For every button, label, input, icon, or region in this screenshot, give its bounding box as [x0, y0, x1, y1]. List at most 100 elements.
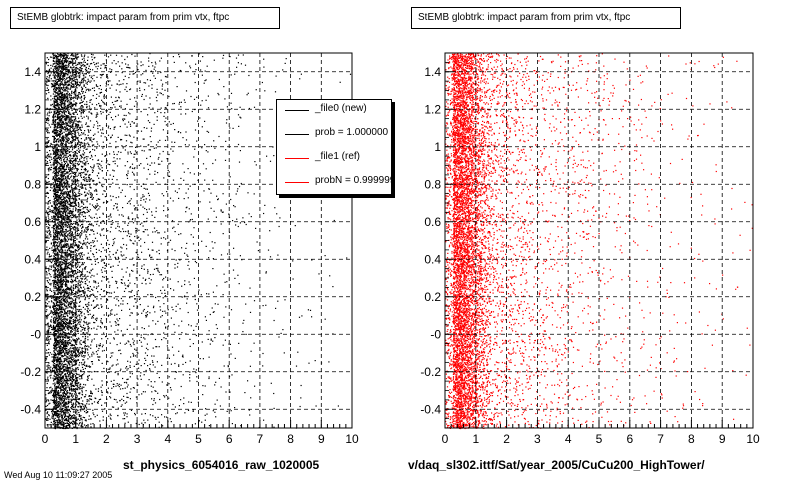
data-point [207, 95, 209, 97]
data-point [116, 203, 118, 205]
data-point [64, 241, 66, 243]
data-point [125, 114, 127, 117]
data-point [71, 78, 73, 80]
data-point [71, 312, 73, 314]
data-point [61, 415, 63, 417]
data-point [59, 158, 61, 161]
data-point [157, 320, 159, 322]
data-point [86, 148, 88, 150]
data-point [61, 353, 63, 355]
data-point [62, 245, 64, 247]
data-point [220, 223, 222, 225]
data-point [176, 86, 178, 88]
data-point [66, 406, 68, 408]
data-point [83, 162, 86, 164]
data-point [84, 384, 87, 386]
data-point [81, 326, 83, 328]
data-point [79, 129, 82, 131]
data-point [53, 292, 56, 294]
data-point [134, 150, 137, 152]
data-point [230, 353, 232, 355]
data-point [87, 284, 89, 287]
data-point [103, 234, 105, 236]
data-point [95, 213, 97, 215]
data-point [54, 86, 56, 88]
data-point [56, 283, 58, 285]
data-point [70, 97, 72, 99]
data-point [51, 388, 53, 390]
data-point [70, 185, 72, 187]
data-point [130, 345, 132, 347]
data-point [157, 270, 159, 272]
data-point [170, 317, 172, 319]
data-point [56, 210, 58, 212]
data-point [127, 224, 129, 226]
data-point [93, 165, 95, 168]
data-point [47, 186, 49, 189]
data-point [98, 167, 100, 169]
data-point [55, 264, 57, 266]
data-point [53, 395, 55, 398]
data-point [104, 270, 106, 272]
data-point [83, 294, 85, 296]
data-point [66, 254, 68, 256]
data-point [212, 162, 214, 165]
data-point [103, 102, 105, 104]
data-point [155, 210, 157, 213]
data-point [63, 260, 65, 262]
data-point [79, 73, 81, 75]
data-point [68, 110, 70, 112]
data-point [83, 355, 85, 357]
data-point [60, 349, 62, 352]
data-point [66, 157, 68, 159]
data-point [71, 406, 73, 408]
data-point [47, 322, 49, 324]
data-point [84, 178, 86, 180]
data-point [73, 315, 75, 317]
data-point [72, 58, 74, 60]
data-point [56, 324, 58, 326]
data-point [50, 369, 52, 372]
data-point [83, 327, 86, 329]
data-point [77, 389, 79, 391]
data-point [60, 226, 62, 228]
data-point [53, 279, 55, 281]
data-point [73, 140, 75, 142]
data-point [51, 205, 54, 207]
data-point [62, 208, 64, 210]
data-point [75, 399, 77, 401]
data-point [75, 195, 77, 198]
data-point [70, 399, 73, 402]
data-point [45, 359, 47, 361]
data-point [75, 377, 78, 379]
data-point [84, 396, 86, 398]
data-point [238, 342, 240, 344]
data-point [140, 372, 142, 374]
data-point [66, 377, 68, 379]
data-point [90, 216, 92, 218]
data-point [103, 63, 105, 65]
data-point [51, 187, 53, 189]
data-point [55, 56, 57, 58]
data-point [56, 204, 58, 206]
data-point [47, 329, 49, 331]
data-point [62, 326, 64, 328]
data-point [204, 316, 206, 318]
data-point [67, 193, 70, 195]
left-plot-title: StEMB globtrk: impact param from prim vt… [10, 7, 280, 29]
data-point [46, 76, 48, 78]
data-point [59, 144, 61, 146]
data-point [218, 94, 220, 96]
data-point [164, 323, 166, 325]
data-point [57, 195, 59, 197]
data-point [46, 141, 48, 143]
data-point [78, 128, 80, 131]
data-point [117, 61, 119, 63]
data-point [85, 426, 87, 428]
data-point [89, 295, 91, 297]
data-point [70, 353, 72, 355]
data-point [81, 184, 83, 186]
data-point [84, 329, 86, 331]
data-point [62, 106, 64, 108]
data-point [67, 281, 69, 283]
